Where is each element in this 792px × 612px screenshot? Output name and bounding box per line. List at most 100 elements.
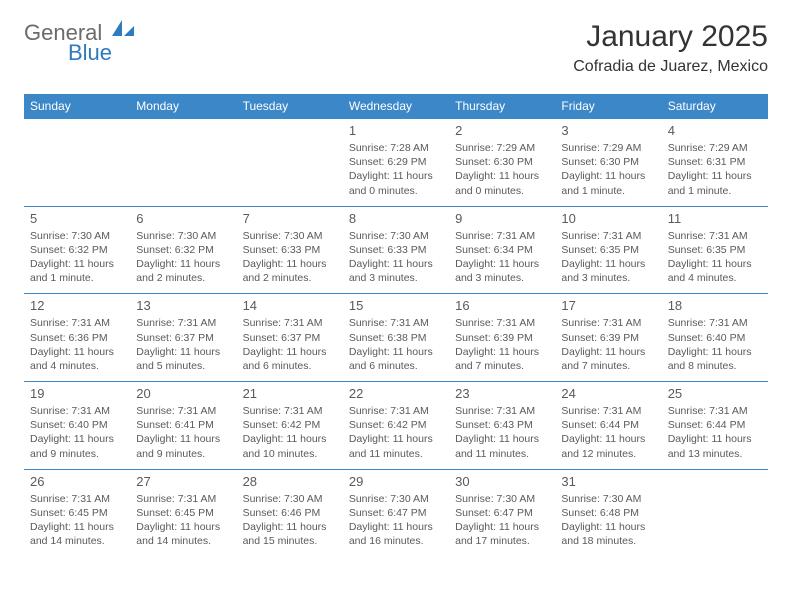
calendar-day-cell: 19 Sunrise: 7:31 AMSunset: 6:40 PMDayligh… <box>24 382 130 470</box>
day-info: Sunrise: 7:30 AMSunset: 6:46 PMDaylight:… <box>243 492 337 549</box>
logo-sail-icon <box>110 18 136 45</box>
day-info: Sunrise: 7:31 AMSunset: 6:45 PMDaylight:… <box>30 492 124 549</box>
calendar-day-cell: 9Sunrise: 7:31 AMSunset: 6:34 PMDaylight… <box>449 206 555 294</box>
day-number: 13 <box>136 298 230 313</box>
day-info: Sunrise: 7:30 AMSunset: 6:33 PMDaylight:… <box>349 229 443 286</box>
day-number: 12 <box>30 298 124 313</box>
title-block: January 2025 Cofradia de Juarez, Mexico <box>573 20 768 76</box>
day-header: Saturday <box>662 94 768 119</box>
day-info: Sunrise: 7:31 AMSunset: 6:43 PMDaylight:… <box>455 404 549 461</box>
day-info: Sunrise: 7:28 AMSunset: 6:29 PMDaylight:… <box>349 141 443 198</box>
calendar-day-cell: 6 Sunrise: 7:30 AMSunset: 6:32 PMDaylight… <box>130 206 236 294</box>
day-number: 9 <box>455 211 549 226</box>
day-number: 17 <box>561 298 655 313</box>
calendar-empty-cell <box>662 469 768 556</box>
day-info: Sunrise: 7:29 AMSunset: 6:30 PMDaylight:… <box>561 141 655 198</box>
day-header: Monday <box>130 94 236 119</box>
calendar-empty-cell <box>237 119 343 207</box>
day-number: 4 <box>668 123 762 138</box>
day-info: Sunrise: 7:31 AMSunset: 6:39 PMDaylight:… <box>561 316 655 373</box>
calendar-week-row: 26 Sunrise: 7:31 AMSunset: 6:45 PMDayligh… <box>24 469 768 556</box>
calendar-day-cell: 15 Sunrise: 7:31 AMSunset: 6:38 PMDayligh… <box>343 294 449 382</box>
day-number: 20 <box>136 386 230 401</box>
day-number: 14 <box>243 298 337 313</box>
calendar-empty-cell <box>24 119 130 207</box>
calendar-day-cell: 22 Sunrise: 7:31 AMSunset: 6:42 PMDayligh… <box>343 382 449 470</box>
calendar-day-cell: 4 Sunrise: 7:29 AMSunset: 6:31 PMDaylight… <box>662 119 768 207</box>
day-number: 27 <box>136 474 230 489</box>
day-number: 6 <box>136 211 230 226</box>
logo-text-blue: Blue <box>68 40 112 66</box>
day-number: 28 <box>243 474 337 489</box>
day-info: Sunrise: 7:31 AMSunset: 6:39 PMDaylight:… <box>455 316 549 373</box>
day-number: 18 <box>668 298 762 313</box>
day-header-row: SundayMondayTuesdayWednesdayThursdayFrid… <box>24 94 768 119</box>
day-info: Sunrise: 7:30 AMSunset: 6:47 PMDaylight:… <box>349 492 443 549</box>
day-number: 19 <box>30 386 124 401</box>
calendar-day-cell: 30Sunrise: 7:30 AMSunset: 6:47 PMDayligh… <box>449 469 555 556</box>
day-number: 10 <box>561 211 655 226</box>
day-number: 25 <box>668 386 762 401</box>
day-info: Sunrise: 7:31 AMSunset: 6:41 PMDaylight:… <box>136 404 230 461</box>
calendar-day-cell: 18 Sunrise: 7:31 AMSunset: 6:40 PMDayligh… <box>662 294 768 382</box>
day-number: 3 <box>561 123 655 138</box>
day-number: 26 <box>30 474 124 489</box>
day-number: 22 <box>349 386 443 401</box>
day-info: Sunrise: 7:31 AMSunset: 6:44 PMDaylight:… <box>668 404 762 461</box>
calendar-table: SundayMondayTuesdayWednesdayThursdayFrid… <box>24 94 768 556</box>
day-header: Thursday <box>449 94 555 119</box>
day-info: Sunrise: 7:31 AMSunset: 6:42 PMDaylight:… <box>243 404 337 461</box>
calendar-day-cell: 1Sunrise: 7:28 AMSunset: 6:29 PMDaylight… <box>343 119 449 207</box>
day-number: 11 <box>668 211 762 226</box>
day-info: Sunrise: 7:30 AMSunset: 6:33 PMDaylight:… <box>243 229 337 286</box>
calendar-week-row: 19 Sunrise: 7:31 AMSunset: 6:40 PMDayligh… <box>24 382 768 470</box>
day-info: Sunrise: 7:31 AMSunset: 6:36 PMDaylight:… <box>30 316 124 373</box>
calendar-day-cell: 16 Sunrise: 7:31 AMSunset: 6:39 PMDayligh… <box>449 294 555 382</box>
calendar-day-cell: 10 Sunrise: 7:31 AMSunset: 6:35 PMDayligh… <box>555 206 661 294</box>
calendar-day-cell: 26 Sunrise: 7:31 AMSunset: 6:45 PMDayligh… <box>24 469 130 556</box>
calendar-day-cell: 7 Sunrise: 7:30 AMSunset: 6:33 PMDaylight… <box>237 206 343 294</box>
day-number: 16 <box>455 298 549 313</box>
day-info: Sunrise: 7:31 AMSunset: 6:40 PMDaylight:… <box>668 316 762 373</box>
day-info: Sunrise: 7:30 AMSunset: 6:32 PMDaylight:… <box>136 229 230 286</box>
day-number: 23 <box>455 386 549 401</box>
calendar-day-cell: 17 Sunrise: 7:31 AMSunset: 6:39 PMDayligh… <box>555 294 661 382</box>
day-info: Sunrise: 7:29 AMSunset: 6:31 PMDaylight:… <box>668 141 762 198</box>
calendar-day-cell: 24Sunrise: 7:31 AMSunset: 6:44 PMDayligh… <box>555 382 661 470</box>
day-number: 2 <box>455 123 549 138</box>
day-header: Tuesday <box>237 94 343 119</box>
calendar-day-cell: 28 Sunrise: 7:30 AMSunset: 6:46 PMDayligh… <box>237 469 343 556</box>
day-info: Sunrise: 7:31 AMSunset: 6:38 PMDaylight:… <box>349 316 443 373</box>
day-info: Sunrise: 7:31 AMSunset: 6:37 PMDaylight:… <box>136 316 230 373</box>
day-info: Sunrise: 7:31 AMSunset: 6:45 PMDaylight:… <box>136 492 230 549</box>
day-header: Friday <box>555 94 661 119</box>
calendar-day-cell: 11Sunrise: 7:31 AMSunset: 6:35 PMDayligh… <box>662 206 768 294</box>
calendar-day-cell: 21 Sunrise: 7:31 AMSunset: 6:42 PMDayligh… <box>237 382 343 470</box>
day-info: Sunrise: 7:29 AMSunset: 6:30 PMDaylight:… <box>455 141 549 198</box>
day-info: Sunrise: 7:30 AMSunset: 6:47 PMDaylight:… <box>455 492 549 549</box>
day-info: Sunrise: 7:31 AMSunset: 6:44 PMDaylight:… <box>561 404 655 461</box>
calendar-day-cell: 29Sunrise: 7:30 AMSunset: 6:47 PMDayligh… <box>343 469 449 556</box>
page-header: General Blue January 2025 Cofradia de Ju… <box>24 20 768 76</box>
calendar-day-cell: 14 Sunrise: 7:31 AMSunset: 6:37 PMDayligh… <box>237 294 343 382</box>
day-info: Sunrise: 7:31 AMSunset: 6:37 PMDaylight:… <box>243 316 337 373</box>
day-info: Sunrise: 7:31 AMSunset: 6:35 PMDaylight:… <box>561 229 655 286</box>
calendar-week-row: 5 Sunrise: 7:30 AMSunset: 6:32 PMDaylight… <box>24 206 768 294</box>
logo: General Blue <box>24 20 142 46</box>
calendar-day-cell: 5Sunrise: 7:30 AMSunset: 6:32 PMDaylight… <box>24 206 130 294</box>
calendar-body: 1Sunrise: 7:28 AMSunset: 6:29 PMDaylight… <box>24 119 768 557</box>
month-title: January 2025 <box>573 20 768 54</box>
calendar-day-cell: 27 Sunrise: 7:31 AMSunset: 6:45 PMDayligh… <box>130 469 236 556</box>
day-number: 21 <box>243 386 337 401</box>
calendar-day-cell: 3 Sunrise: 7:29 AMSunset: 6:30 PMDaylight… <box>555 119 661 207</box>
calendar-day-cell: 8Sunrise: 7:30 AMSunset: 6:33 PMDaylight… <box>343 206 449 294</box>
day-number: 7 <box>243 211 337 226</box>
day-number: 5 <box>30 211 124 226</box>
day-info: Sunrise: 7:31 AMSunset: 6:40 PMDaylight:… <box>30 404 124 461</box>
day-info: Sunrise: 7:31 AMSunset: 6:42 PMDaylight:… <box>349 404 443 461</box>
calendar-day-cell: 31Sunrise: 7:30 AMSunset: 6:48 PMDayligh… <box>555 469 661 556</box>
day-number: 15 <box>349 298 443 313</box>
calendar-week-row: 12 Sunrise: 7:31 AMSunset: 6:36 PMDayligh… <box>24 294 768 382</box>
calendar-empty-cell <box>130 119 236 207</box>
day-number: 31 <box>561 474 655 489</box>
